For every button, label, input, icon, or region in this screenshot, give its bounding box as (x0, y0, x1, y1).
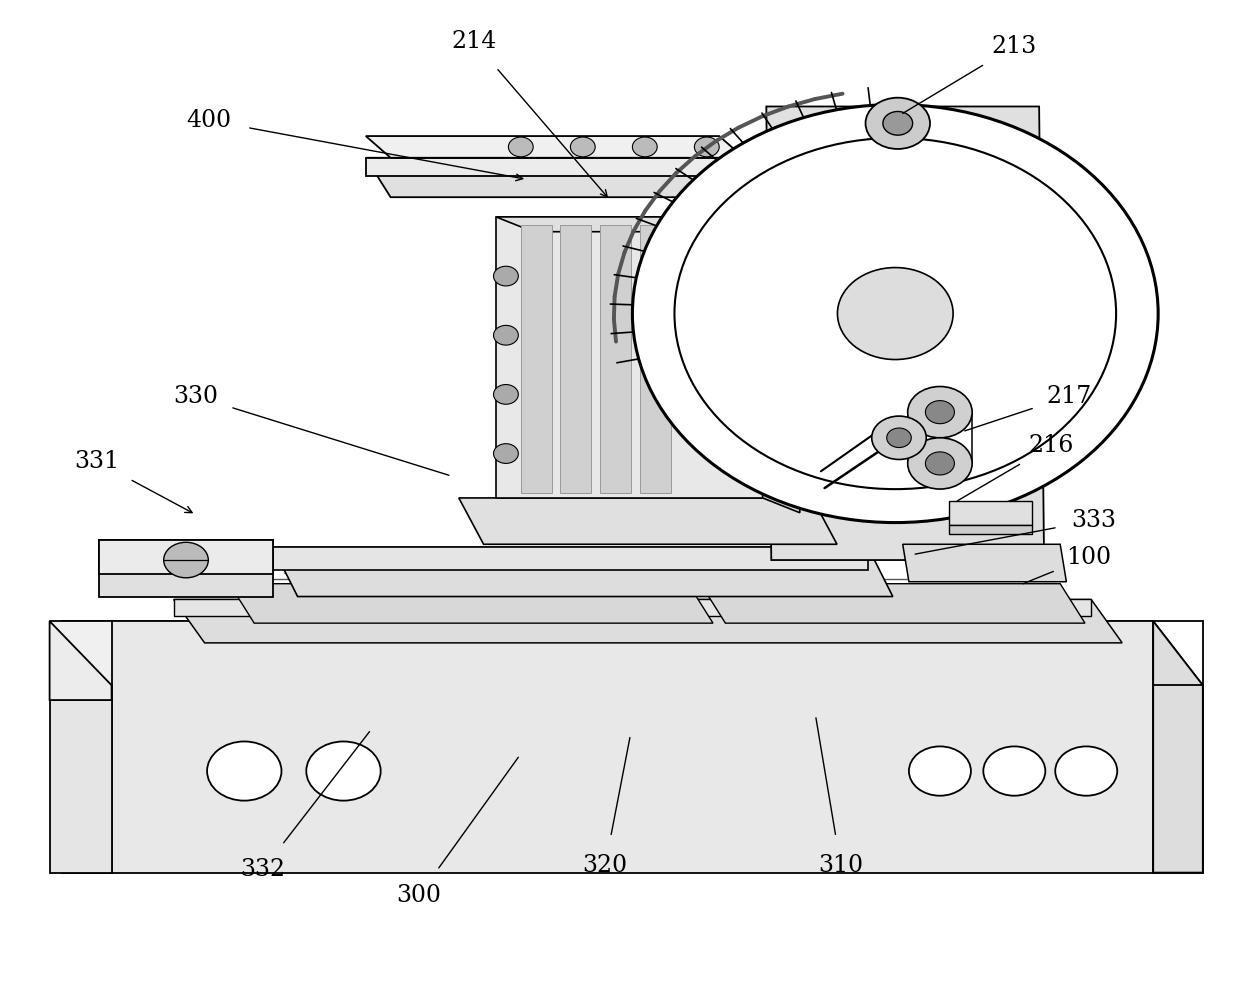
Text: 330: 330 (174, 385, 218, 408)
Polygon shape (174, 599, 1091, 616)
Polygon shape (50, 621, 112, 700)
Polygon shape (903, 544, 1066, 582)
Circle shape (508, 137, 533, 157)
Circle shape (837, 267, 954, 360)
Circle shape (164, 542, 208, 578)
Polygon shape (560, 225, 591, 493)
Text: 400: 400 (186, 108, 231, 132)
Text: 213: 213 (992, 35, 1037, 58)
Text: 217: 217 (1047, 385, 1091, 408)
Circle shape (908, 387, 972, 438)
Circle shape (207, 741, 281, 801)
Circle shape (570, 137, 595, 157)
Circle shape (883, 111, 913, 135)
Polygon shape (949, 501, 1032, 525)
Circle shape (494, 325, 518, 345)
Text: 331: 331 (74, 450, 119, 473)
Circle shape (694, 137, 719, 157)
Circle shape (908, 438, 972, 489)
Polygon shape (766, 106, 1044, 560)
Circle shape (632, 105, 1158, 523)
Polygon shape (496, 217, 763, 498)
Polygon shape (273, 547, 868, 570)
Circle shape (887, 428, 911, 448)
Polygon shape (600, 225, 631, 493)
Text: 332: 332 (241, 858, 285, 881)
Polygon shape (366, 158, 744, 197)
Polygon shape (1153, 621, 1203, 873)
Text: 320: 320 (583, 854, 627, 878)
Polygon shape (50, 621, 112, 700)
Circle shape (632, 137, 657, 157)
Polygon shape (62, 621, 1203, 685)
Circle shape (306, 741, 381, 801)
Polygon shape (62, 621, 112, 873)
Polygon shape (701, 584, 1085, 623)
Polygon shape (174, 599, 1122, 643)
Polygon shape (496, 217, 800, 232)
Polygon shape (763, 217, 800, 513)
Circle shape (925, 400, 955, 424)
Polygon shape (50, 700, 112, 873)
Circle shape (983, 746, 1045, 796)
Polygon shape (366, 136, 744, 158)
Circle shape (494, 266, 518, 286)
Polygon shape (459, 498, 837, 544)
Circle shape (925, 452, 955, 475)
Text: 333: 333 (1071, 509, 1116, 532)
Polygon shape (62, 621, 1153, 873)
Text: 300: 300 (397, 883, 441, 907)
Text: 310: 310 (818, 854, 863, 878)
Polygon shape (229, 584, 713, 623)
Polygon shape (640, 225, 671, 493)
Circle shape (872, 416, 926, 459)
Text: 100: 100 (1066, 545, 1111, 569)
Text: 216: 216 (1029, 434, 1074, 458)
Circle shape (909, 746, 971, 796)
Polygon shape (521, 225, 552, 493)
Circle shape (1055, 746, 1117, 796)
Text: 214: 214 (451, 30, 496, 53)
Polygon shape (366, 158, 719, 176)
Circle shape (494, 385, 518, 404)
Polygon shape (99, 540, 273, 597)
Circle shape (866, 98, 930, 149)
Polygon shape (949, 525, 1032, 534)
Polygon shape (273, 547, 893, 597)
Polygon shape (99, 540, 273, 574)
Circle shape (494, 444, 518, 463)
